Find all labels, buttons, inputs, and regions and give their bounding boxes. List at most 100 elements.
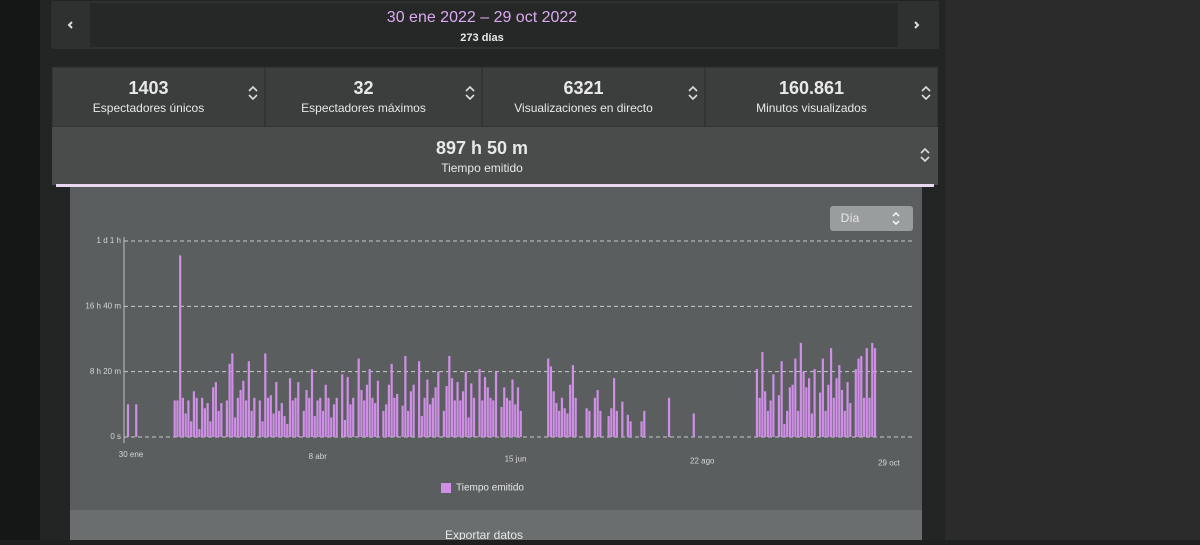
bar: [266, 397, 270, 437]
bar: [508, 400, 511, 437]
bar: [560, 397, 564, 437]
sort-icon: [921, 85, 931, 101]
bar: [494, 371, 498, 437]
bar: [236, 397, 239, 437]
bar: [319, 397, 322, 437]
bar: [643, 410, 646, 437]
bar: [450, 378, 454, 437]
bar: [574, 397, 577, 437]
bar: [766, 410, 770, 437]
bar: [849, 403, 852, 437]
bar: [277, 410, 281, 437]
legend-label: Tiempo emitido: [456, 483, 524, 494]
bar: [206, 403, 209, 437]
bar: [772, 374, 775, 437]
select-icon: [892, 212, 900, 225]
bar: [873, 348, 877, 437]
bar: [217, 410, 220, 437]
bar: [390, 363, 393, 437]
bar: [808, 378, 811, 437]
bar: [212, 387, 215, 437]
bar: [258, 400, 261, 437]
bar: [486, 387, 489, 437]
bar: [418, 361, 421, 437]
bar: [135, 404, 138, 437]
bar: [184, 413, 187, 437]
bar: [283, 416, 286, 437]
bar: [280, 403, 283, 437]
bar: [272, 413, 275, 437]
bar: [387, 384, 391, 437]
bar: [234, 417, 237, 437]
stat-label: Espectadores únicos: [93, 101, 204, 115]
y-tick-label: 16 h 40 m: [85, 301, 121, 310]
bar: [854, 369, 857, 437]
bar: [464, 371, 467, 437]
bar: [596, 389, 599, 437]
bar: [297, 382, 300, 437]
bar: [566, 413, 569, 437]
bar: [409, 391, 412, 437]
y-tick-label: 8 h 20 m: [90, 367, 121, 376]
bar: [231, 353, 234, 437]
x-tick-label: 8 abr: [309, 452, 328, 461]
sort-icon: [920, 147, 930, 163]
export-button[interactable]: Exportar datos: [445, 528, 523, 542]
stat-value: 1403: [128, 78, 168, 98]
bar: [181, 397, 185, 437]
bar: [190, 421, 193, 437]
bar: [585, 408, 588, 437]
bar: [173, 400, 176, 437]
bar: [261, 421, 264, 437]
bar: [829, 348, 833, 437]
bar: [492, 400, 495, 437]
bar: [357, 358, 360, 437]
bar: [472, 397, 476, 437]
bar: [382, 410, 385, 437]
stat-value: 32: [353, 78, 373, 98]
bar: [552, 391, 555, 437]
bar: [802, 371, 805, 437]
bar: [832, 397, 835, 437]
bar: [607, 416, 610, 437]
bar: [860, 355, 863, 437]
bar: [442, 410, 445, 437]
bar: [420, 416, 423, 437]
prev-button[interactable]: [52, 2, 90, 48]
bar: [374, 403, 377, 437]
bar: [195, 397, 198, 437]
bar: [250, 410, 253, 437]
bar: [253, 397, 256, 437]
bar: [827, 384, 830, 437]
bar: [327, 397, 330, 437]
bar: [840, 389, 844, 437]
bar: [797, 410, 800, 437]
bar: [445, 386, 448, 437]
day-count: 273 días: [460, 32, 503, 44]
bar: [818, 392, 822, 437]
bar: [503, 387, 506, 437]
bar: [264, 353, 267, 437]
bar: [461, 391, 465, 437]
bar: [835, 378, 838, 437]
bar: [363, 400, 366, 437]
footer: [70, 510, 922, 540]
bar: [291, 400, 294, 437]
bar: [310, 369, 314, 437]
stat-label: Visualizaciones en directo: [514, 101, 653, 115]
x-tick-label: 15 jun: [505, 454, 527, 463]
bar: [615, 410, 618, 437]
bar: [313, 416, 316, 437]
legend-swatch: [441, 483, 451, 493]
bar: [843, 410, 846, 437]
interval-select[interactable]: [830, 206, 913, 231]
bar: [599, 410, 602, 437]
selected-stat-panel[interactable]: [52, 127, 938, 185]
bar: [514, 404, 517, 437]
bar: [305, 389, 308, 437]
left-edge: [0, 0, 40, 540]
bar: [483, 376, 487, 437]
bar: [755, 369, 759, 437]
date-bar: [51, 1, 939, 49]
bar: [396, 393, 399, 437]
